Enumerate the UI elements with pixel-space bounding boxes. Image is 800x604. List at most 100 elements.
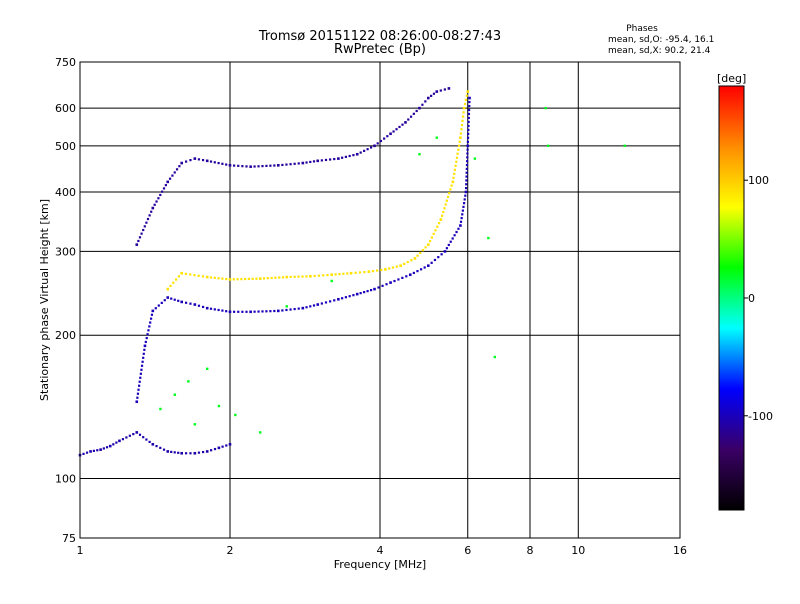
data-point [173, 393, 177, 396]
trace-marker [376, 142, 379, 145]
data-point [166, 450, 170, 453]
data-point [89, 450, 92, 453]
trace-marker [136, 396, 139, 399]
trace-marker [213, 447, 217, 451]
trace-marker [274, 276, 277, 279]
trace-marker [173, 298, 176, 301]
trace-marker [170, 297, 173, 300]
trace-marker [455, 160, 458, 163]
trace-marker [184, 301, 188, 304]
trace-marker [157, 304, 160, 307]
trace-marker [285, 308, 288, 312]
trace-marker [393, 279, 396, 283]
y-tick-label: 100 [55, 473, 76, 486]
trace-marker [201, 305, 205, 309]
trace-marker [313, 274, 316, 278]
trace-marker [297, 275, 300, 278]
y-axis-label: Stationary phase Virtual Height [km] [38, 199, 51, 401]
trace-marker [163, 299, 166, 302]
trace-marker [221, 445, 224, 448]
trace-x-mode-branch [166, 90, 470, 291]
trace-marker [464, 98, 468, 101]
trace-marker [168, 177, 172, 180]
trace-marker [140, 232, 143, 235]
trace-marker [457, 227, 460, 230]
data-point [193, 157, 197, 160]
trace-marker [457, 148, 460, 151]
data-point [166, 296, 170, 299]
data-point [193, 423, 197, 426]
trace-marker [453, 234, 456, 237]
data-point [118, 439, 121, 443]
trace-marker [403, 262, 406, 265]
data-point [367, 270, 371, 273]
data-point [193, 303, 197, 306]
trace-marker [241, 165, 244, 168]
data-point [180, 271, 184, 275]
trace-marker [217, 277, 220, 280]
data-point [373, 287, 376, 291]
data-point [217, 404, 221, 408]
trace-marker [428, 239, 432, 243]
data-point [355, 152, 359, 156]
trace-marker [461, 119, 464, 122]
trace-marker [177, 275, 181, 278]
trace-marker [464, 187, 468, 190]
trace-marker [369, 289, 373, 292]
trace-marker [147, 329, 150, 332]
trace-marker [376, 269, 379, 272]
trace-marker [377, 286, 380, 289]
data-point [259, 431, 262, 434]
y-tick-label: 200 [55, 329, 76, 342]
trace-marker [289, 275, 292, 279]
trace-marker [189, 273, 192, 276]
data-point [399, 264, 402, 267]
trace-marker [155, 200, 158, 203]
trace-marker [444, 203, 447, 206]
trace-marker [465, 179, 468, 182]
data-point [459, 224, 462, 227]
data-point [337, 297, 340, 301]
trace-marker [352, 154, 355, 157]
trace-marker [301, 275, 304, 278]
data-point [180, 161, 184, 165]
trace-marker [344, 296, 348, 299]
trace-marker [437, 256, 440, 259]
trace-marker [184, 452, 188, 455]
data-point [546, 144, 550, 148]
trace-marker [467, 128, 470, 131]
trace-marker [225, 444, 228, 447]
trace-marker [467, 116, 470, 120]
trace-marker [148, 214, 151, 217]
trace-marker [221, 162, 224, 165]
trace-marker [209, 307, 213, 310]
trace-marker [244, 277, 247, 281]
trace-marker [458, 140, 461, 143]
trace-marker [412, 271, 415, 275]
data-point [464, 190, 468, 194]
trace-marker [257, 165, 260, 168]
data-point [217, 446, 221, 450]
trace-marker [369, 146, 373, 149]
data-point [228, 164, 232, 167]
trace-marker [398, 125, 401, 129]
trace-marker [138, 236, 142, 239]
data-point [228, 443, 232, 446]
y-tick-label: 600 [55, 102, 76, 115]
trace-marker [448, 192, 451, 195]
trace-marker [406, 260, 409, 264]
trace-marker [217, 161, 220, 165]
data-point [151, 206, 155, 210]
trace-marker [213, 308, 216, 311]
trace-marker [452, 176, 455, 179]
trace-marker [442, 210, 445, 214]
data-point [466, 90, 470, 93]
data-point [301, 161, 305, 165]
y-tick-label: 300 [55, 245, 76, 258]
trace-marker [366, 148, 369, 151]
trace-marker [359, 292, 362, 295]
trace-marker [102, 447, 105, 450]
trace-marker [305, 275, 308, 278]
data-point [493, 355, 497, 359]
